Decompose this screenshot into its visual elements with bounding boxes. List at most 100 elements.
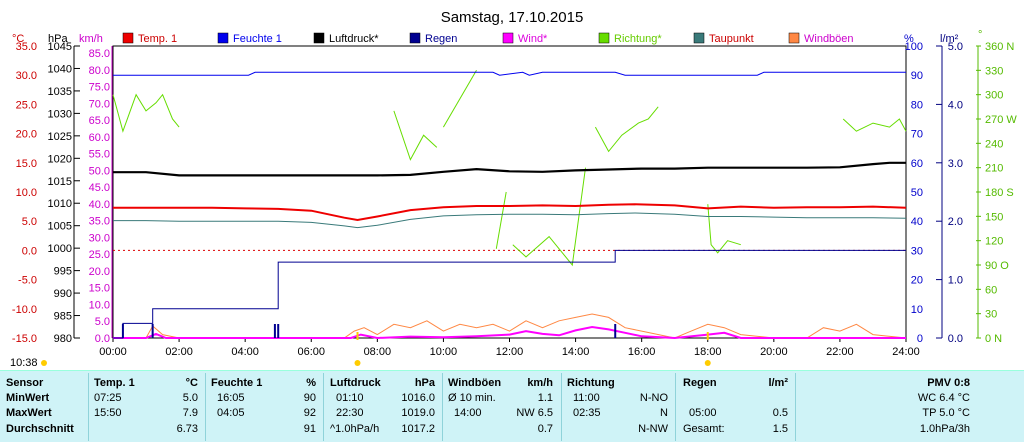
temp-tick-label: -5.0 bbox=[18, 275, 37, 287]
series-taupunkt-line bbox=[113, 212, 907, 229]
time-tick-label: 22:00 bbox=[826, 346, 854, 358]
wind-tick-label: 60.0 bbox=[89, 132, 110, 144]
series-richtung-segment bbox=[512, 167, 586, 267]
humidity-avg-value: 91 bbox=[303, 423, 316, 435]
temp-tick-label: 0.0 bbox=[22, 245, 37, 257]
humidity-tick-label: 50 bbox=[911, 187, 923, 199]
direction-header: Richtung bbox=[567, 377, 615, 389]
divider bbox=[323, 373, 324, 441]
stats-pmv-column: PMV 0:8 WC 6.4 °C TP 5.0 °C 1.0hPa/3h bbox=[800, 371, 970, 442]
humidity-unit-label: % bbox=[904, 33, 914, 45]
time-tick-label: 16:00 bbox=[628, 346, 656, 358]
legend-label: Feuchte 1 bbox=[233, 33, 282, 45]
time-tick-label: 08:00 bbox=[364, 346, 392, 358]
direction-min-value: N-NO bbox=[639, 392, 668, 404]
series-richtung-segment bbox=[594, 106, 659, 153]
legend-label: Luftdruck* bbox=[329, 33, 379, 45]
pmv-header: PMV 0:8 bbox=[927, 377, 970, 389]
direction-tick-label: 90 O bbox=[985, 260, 1009, 272]
gust-avg-value: 0.7 bbox=[537, 423, 553, 435]
series-temp-1-line bbox=[113, 203, 907, 222]
direction-tick-label: 210 bbox=[985, 163, 1003, 175]
wind-tick-label: 80.0 bbox=[89, 65, 110, 77]
durchschnitt-label: Durchschnitt bbox=[6, 423, 74, 435]
pressure-tick-label: 995 bbox=[54, 266, 72, 278]
pressure-tick-label: 1035 bbox=[48, 86, 72, 98]
time-tick-label: 02:00 bbox=[165, 346, 193, 358]
wind-tick-label: 40.0 bbox=[89, 199, 110, 211]
humidity-tick-label: 80 bbox=[911, 99, 923, 111]
legend-swatch bbox=[693, 32, 705, 44]
series-richtung-segment bbox=[393, 110, 438, 161]
marker-dot bbox=[704, 360, 711, 366]
plot-area bbox=[112, 45, 907, 339]
humidity-tick-label: 0 bbox=[917, 333, 923, 345]
gust-unit: km/h bbox=[527, 377, 553, 389]
pressure-max-time: 22:30 bbox=[336, 407, 364, 419]
direction-tick-label: 180 S bbox=[985, 187, 1014, 199]
stats-humidity-column: Feuchte 1% 16:05 90 04:05 92 91 bbox=[211, 371, 319, 442]
wind-tick-label: 75.0 bbox=[89, 82, 110, 94]
sensor-header: Sensor bbox=[6, 377, 44, 389]
temp-min-time: 07:25 bbox=[94, 392, 122, 404]
legend-swatch bbox=[313, 32, 325, 44]
humidity-max-time: 04:05 bbox=[217, 407, 245, 419]
wind-tick-label: 85.0 bbox=[89, 48, 110, 60]
rain-total-label: Gesamt: bbox=[683, 423, 725, 435]
weather-chart: Samstag, 17.10.2015 Temp. 1 Feuchte 1 Luft… bbox=[12, 9, 1017, 366]
time-axis: 00:00 02:00 04:00 06:00 08:00 10:00 12:00 14:00… bbox=[99, 338, 920, 358]
humidity-tick-label: 30 bbox=[911, 245, 923, 257]
wind-tick-label: 35.0 bbox=[89, 216, 110, 228]
direction-unit-label: ° bbox=[978, 29, 982, 41]
direction-max-value: N bbox=[660, 407, 668, 419]
humidity-min-time: 16:05 bbox=[217, 392, 245, 404]
rain-unit-label: l/m² bbox=[940, 33, 959, 45]
gust-avg10-value: 1.1 bbox=[537, 392, 553, 404]
legend-label: Regen bbox=[425, 33, 457, 45]
left-axes: 35.0 30.0 25.0 20.0 15.0 10.0 5.0 0.0 -5.0 -10.0 -… bbox=[12, 41, 113, 345]
rain-tick-label: 1.0 bbox=[948, 275, 963, 287]
time-tick-label: 14:00 bbox=[562, 346, 590, 358]
statistics-panel: Sensor MinWert MaxWert Durchschnitt Temp… bbox=[0, 370, 1024, 442]
wind-tick-label: 10.0 bbox=[89, 299, 110, 311]
stats-pressure-column: Luftdruck hPa 01:10 1016.0 22:30 1019.0 ^1.… bbox=[330, 371, 438, 442]
divider bbox=[442, 373, 443, 441]
pressure-tick-label: 1025 bbox=[48, 131, 72, 143]
series-luftdruck-line bbox=[113, 161, 906, 177]
series-richtung-segment bbox=[842, 118, 907, 132]
direction-tick-label: 300 bbox=[985, 90, 1003, 102]
rain-header: Regen bbox=[683, 377, 717, 389]
pressure-unit: hPa bbox=[414, 377, 435, 389]
gust-avg10-label: Ø 10 min. bbox=[448, 392, 496, 404]
direction-tick-label: 360 N bbox=[985, 41, 1014, 53]
pmv-windchill: WC 6.4 °C bbox=[917, 392, 970, 404]
legend-swatch bbox=[598, 32, 610, 44]
maxwert-label: MaxWert bbox=[6, 407, 52, 419]
divider bbox=[205, 373, 206, 441]
divider bbox=[88, 373, 89, 441]
gust-header: Windböen bbox=[448, 377, 502, 389]
legend-swatch bbox=[788, 32, 800, 44]
legend-swatch bbox=[217, 32, 229, 44]
temp-unit: °C bbox=[185, 377, 198, 389]
day-markers bbox=[41, 332, 711, 366]
time-tick-label: 00:00 bbox=[99, 346, 127, 358]
wind-tick-label: 0.0 bbox=[95, 333, 110, 345]
pressure-min-time: 01:10 bbox=[336, 392, 364, 404]
humidity-tick-label: 40 bbox=[911, 216, 923, 228]
rain-tick-label: 3.0 bbox=[948, 158, 963, 170]
direction-min-time: 11:00 bbox=[573, 392, 600, 404]
pmv-pressure-trend: 1.0hPa/3h bbox=[919, 423, 970, 435]
direction-max-time: 02:35 bbox=[573, 407, 601, 419]
wind-tick-label: 65.0 bbox=[89, 115, 110, 127]
legend-swatch bbox=[502, 32, 514, 44]
humidity-max-value: 92 bbox=[303, 407, 316, 419]
direction-avg-value: N-NW bbox=[638, 423, 668, 435]
rain-max-time: 05:00 bbox=[689, 407, 717, 419]
wind-unit-label: km/h bbox=[79, 33, 103, 45]
marker-dot bbox=[354, 360, 361, 366]
direction-tick-label: 60 bbox=[985, 284, 997, 296]
legend-label: Wind* bbox=[518, 33, 548, 45]
series-feuchte-1-line bbox=[113, 71, 906, 76]
temp-tick-label: 10.0 bbox=[16, 187, 37, 199]
